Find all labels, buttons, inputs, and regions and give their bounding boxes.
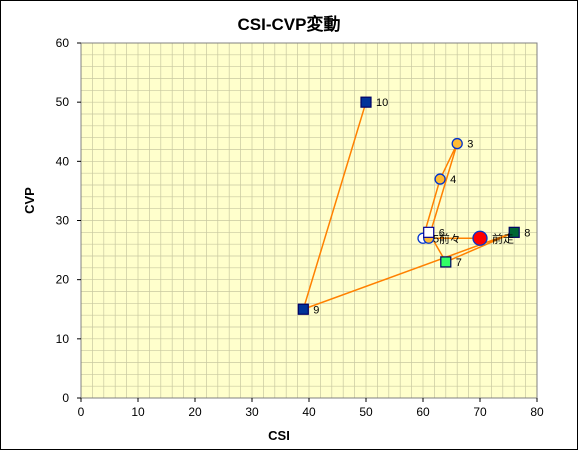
y-tick-label: 30	[56, 214, 70, 228]
chart-title: CSI-CVP変動	[237, 15, 341, 34]
data-point-label: 前々	[439, 231, 461, 245]
data-point-label: 4	[450, 174, 456, 186]
x-tick-label: 10	[131, 405, 145, 419]
x-tick-label: 0	[78, 405, 85, 419]
y-tick-label: 40	[56, 154, 70, 168]
x-tick-label: 30	[245, 405, 259, 419]
y-tick-label: 60	[56, 36, 70, 50]
data-point-square	[360, 96, 372, 108]
y-tick-label: 10	[56, 332, 70, 346]
data-point-circle	[451, 137, 463, 150]
data-point-label: 7	[456, 257, 462, 269]
data-point-square	[508, 226, 520, 238]
data-point-label: 6	[439, 227, 445, 239]
y-tick-label: 20	[56, 273, 70, 287]
data-point-label: 9	[313, 304, 319, 316]
y-tick-label: 0	[62, 391, 69, 405]
data-labels: 10 9 8 7 5 前々6 4 3 前走	[313, 97, 530, 316]
x-axis-title: CSI	[268, 428, 290, 443]
x-tick-label: 70	[473, 405, 487, 419]
y-tick-label: 50	[56, 95, 70, 109]
data-point-square	[297, 303, 309, 315]
y-axis-title: CVP	[22, 187, 37, 214]
y-axis-ticks: 0 10 20 30 40 50 60	[56, 36, 81, 405]
x-tick-label: 60	[416, 405, 430, 419]
data-point-label: 10	[376, 97, 388, 109]
grid-lines	[80, 42, 538, 399]
data-point-square	[440, 256, 452, 268]
x-tick-label: 80	[530, 405, 544, 419]
x-tick-label: 40	[302, 405, 316, 419]
data-point-circle	[434, 173, 446, 185]
data-point-circle	[472, 230, 488, 246]
data-point-square	[423, 226, 435, 238]
data-markers	[297, 96, 520, 315]
data-point-label: 3	[467, 139, 473, 151]
data-point-label: 5	[433, 233, 439, 245]
x-tick-label: 20	[188, 405, 202, 419]
data-point-label: 前走	[492, 231, 514, 245]
data-point-label: 8	[524, 227, 530, 239]
x-axis-ticks: 0 10 20 30 40 50 60 70 80	[78, 398, 544, 419]
x-tick-label: 50	[359, 405, 373, 419]
